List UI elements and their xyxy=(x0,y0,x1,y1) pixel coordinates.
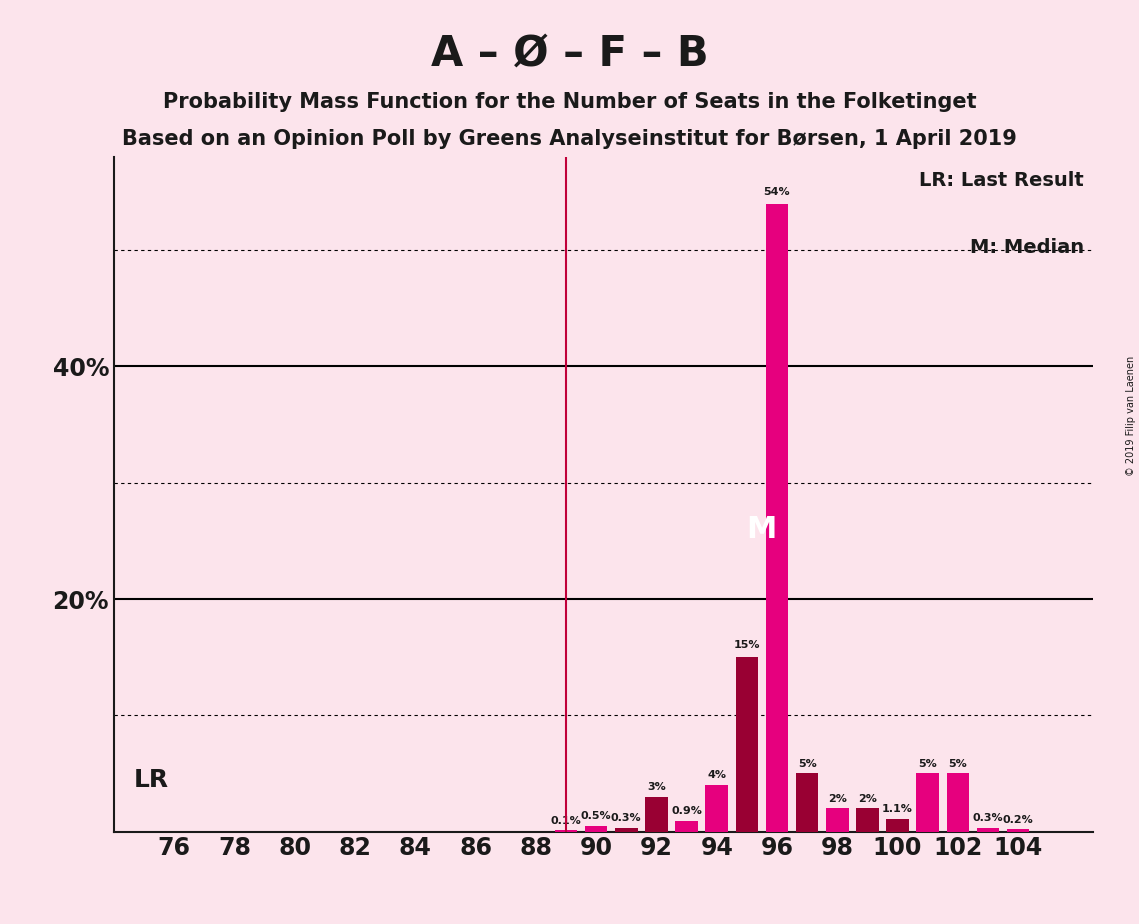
Bar xyxy=(826,808,849,832)
Bar xyxy=(765,203,788,832)
Text: 0.9%: 0.9% xyxy=(671,807,702,817)
Bar xyxy=(555,831,577,832)
Text: 54%: 54% xyxy=(763,187,790,197)
Bar xyxy=(615,828,638,832)
Bar xyxy=(675,821,698,832)
Bar xyxy=(705,785,728,832)
Text: A – Ø – F – B: A – Ø – F – B xyxy=(431,32,708,74)
Text: 0.5%: 0.5% xyxy=(581,811,612,821)
Text: 0.3%: 0.3% xyxy=(611,813,641,823)
Bar xyxy=(857,808,878,832)
Text: Probability Mass Function for the Number of Seats in the Folketinget: Probability Mass Function for the Number… xyxy=(163,92,976,113)
Bar xyxy=(947,773,969,832)
Text: 0.1%: 0.1% xyxy=(550,816,581,826)
Text: 2%: 2% xyxy=(858,794,877,804)
Bar xyxy=(796,773,819,832)
Bar xyxy=(976,828,999,832)
Bar xyxy=(917,773,939,832)
Bar xyxy=(1007,829,1030,832)
Bar xyxy=(584,826,607,832)
Text: LR: Last Result: LR: Last Result xyxy=(919,171,1083,189)
Text: 5%: 5% xyxy=(918,759,937,769)
Text: 0.3%: 0.3% xyxy=(973,813,1003,823)
Text: M: Median: M: Median xyxy=(969,238,1083,257)
Text: 2%: 2% xyxy=(828,794,846,804)
Text: 15%: 15% xyxy=(734,640,760,650)
Text: 5%: 5% xyxy=(949,759,967,769)
Text: 1.1%: 1.1% xyxy=(882,804,913,814)
Text: © 2019 Filip van Laenen: © 2019 Filip van Laenen xyxy=(1126,356,1136,476)
Text: 3%: 3% xyxy=(647,782,666,792)
Text: 4%: 4% xyxy=(707,771,727,781)
Text: Based on an Opinion Poll by Greens Analyseinstitut for Børsen, 1 April 2019: Based on an Opinion Poll by Greens Analy… xyxy=(122,129,1017,150)
Text: 5%: 5% xyxy=(797,759,817,769)
Bar xyxy=(736,657,759,832)
Text: LR: LR xyxy=(133,768,169,792)
Bar xyxy=(886,819,909,832)
Bar xyxy=(645,796,667,832)
Text: 0.2%: 0.2% xyxy=(1002,815,1033,824)
Text: M: M xyxy=(747,515,777,543)
